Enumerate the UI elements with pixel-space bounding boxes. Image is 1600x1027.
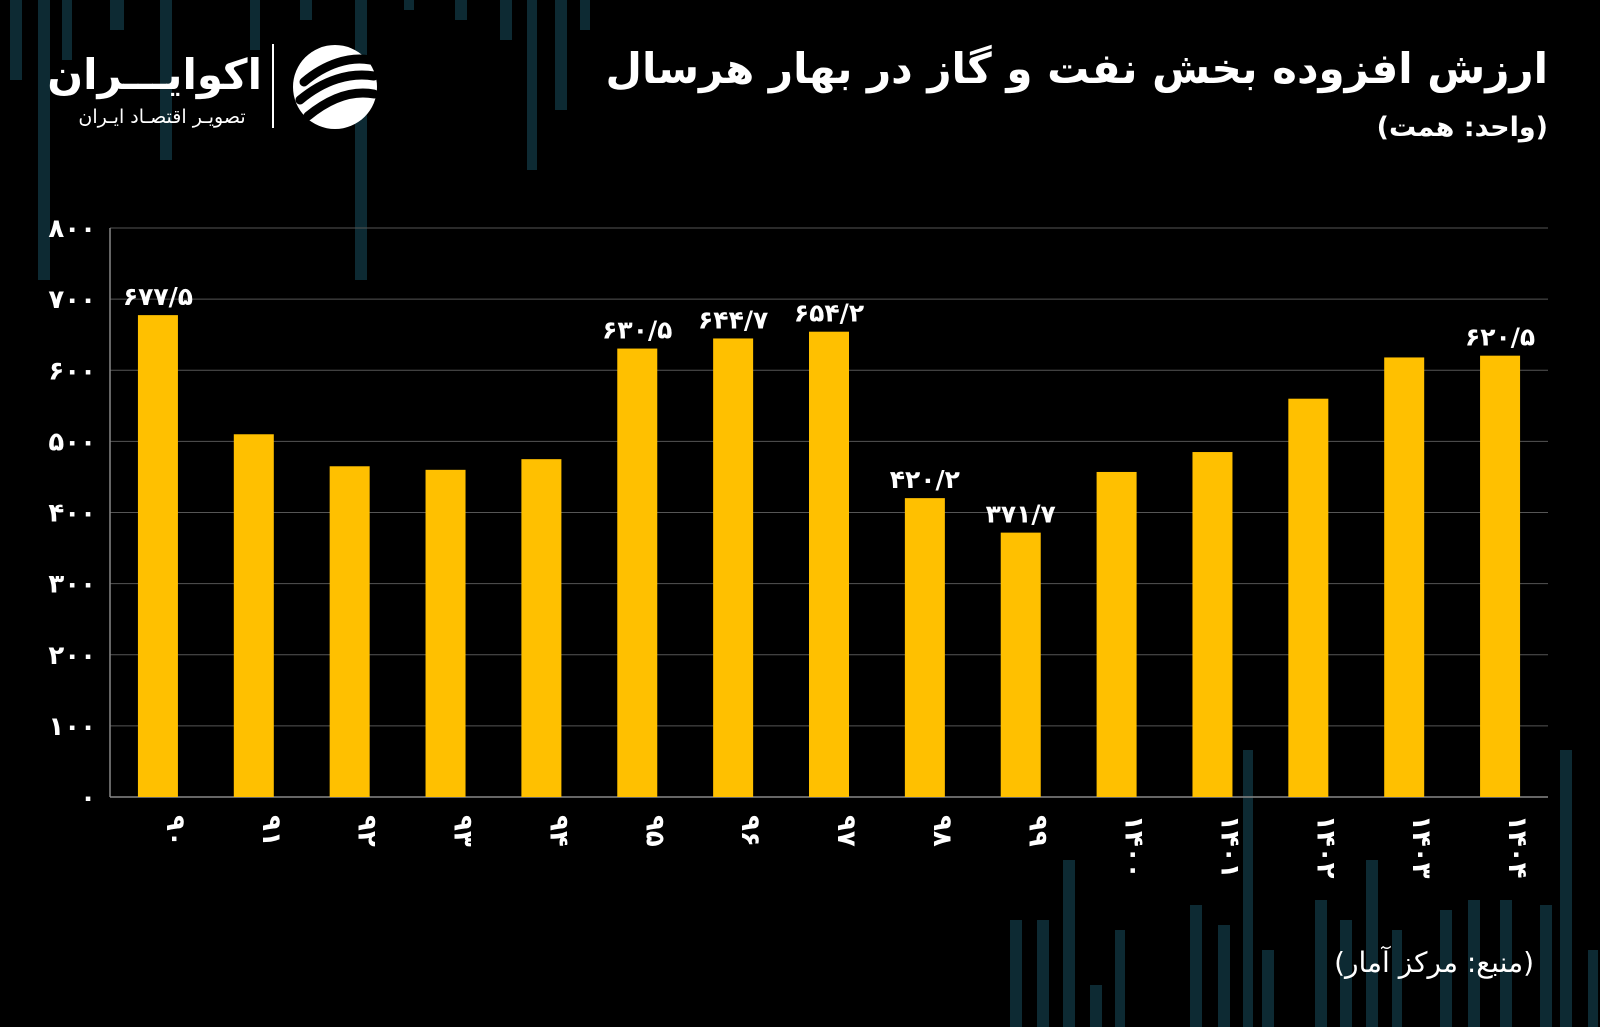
decorative-stripe [555, 0, 567, 110]
logo-name: اکوایـــران [47, 50, 262, 99]
bar [617, 348, 658, 797]
decorative-stripe [1010, 920, 1022, 1027]
decorative-stripe [110, 0, 124, 30]
bar [329, 466, 370, 797]
decorative-stripe [250, 0, 260, 50]
decorative-stripe [1190, 905, 1202, 1027]
decorative-stripe [300, 0, 312, 20]
data-label: ۳۷۱/۷ [986, 500, 1056, 529]
data-label: ۶۴۴/۷ [698, 305, 768, 334]
logo-tagline: تصویـر اقتصـاد ایـران [78, 106, 246, 128]
logo-divider [272, 44, 274, 128]
bar [1192, 452, 1233, 797]
decorative-stripe [1243, 750, 1253, 1027]
x-tick-label: ۱۴۰۱ [1214, 815, 1244, 878]
decorative-stripe [1392, 930, 1402, 1027]
decorative-stripe [1560, 750, 1572, 1027]
decorative-stripe [1588, 950, 1598, 1027]
decorative-stripe [160, 0, 172, 160]
data-label: ۴۲۰/۲ [890, 465, 960, 494]
decorative-stripe [1540, 905, 1552, 1027]
x-tick-label: ۹۱ [256, 815, 286, 847]
y-tick-label: ۷۰۰ [48, 285, 96, 315]
y-tick-label: ۲۰۰ [48, 641, 96, 671]
decorative-stripe [10, 0, 22, 80]
data-label: ۶۷۷/۵ [123, 282, 193, 311]
decorative-stripe [1037, 920, 1049, 1027]
decorative-stripe [404, 0, 414, 10]
x-tick-label: ۹۶ [735, 815, 765, 847]
source-label: (منبع: مرکز آمار) [1334, 946, 1534, 979]
bar [1480, 355, 1521, 797]
decorative-stripe [1218, 925, 1230, 1027]
bar [1288, 398, 1329, 797]
decorative-stripe [1500, 900, 1512, 1027]
decorative-stripe [1468, 900, 1480, 1027]
y-tick-label: ۶۰۰ [48, 356, 96, 386]
x-tick-label: ۹۷ [831, 815, 861, 847]
decorative-stripe [455, 0, 467, 20]
decorative-stripe [527, 0, 537, 170]
x-tick-label: ۹۹ [1023, 815, 1053, 847]
decorative-stripe [1340, 920, 1352, 1027]
bar [713, 338, 754, 797]
decorative-stripe [38, 0, 50, 280]
x-tick-label: ۹۳ [448, 815, 478, 847]
x-tick-label: ۹۴ [543, 815, 573, 847]
x-tick-label: ۹۰ [160, 815, 190, 847]
bar [1000, 532, 1041, 797]
unit-label: (واحد: همت) [1376, 112, 1548, 143]
y-tick-label: ۱۰۰ [48, 712, 96, 742]
bar [904, 498, 945, 797]
decorative-stripe [1440, 910, 1452, 1027]
data-label: ۶۵۴/۲ [794, 299, 864, 328]
y-tick-label: ۴۰۰ [48, 499, 96, 529]
x-tick-label: ۱۴۰۴ [1502, 815, 1532, 878]
decorative-stripe [1262, 950, 1274, 1027]
data-label: ۶۲۰/۵ [1465, 323, 1535, 352]
data-label: ۶۳۰/۵ [602, 316, 672, 345]
decorative-stripe [1315, 900, 1327, 1027]
x-tick-label: ۱۴۰۳ [1406, 815, 1436, 879]
bar [1384, 357, 1425, 797]
x-tick-label: ۹۲ [352, 815, 382, 847]
decorative-stripe [580, 0, 590, 30]
decorative-stripe [1090, 985, 1102, 1027]
ecoiran-logo-icon [293, 45, 379, 129]
decorative-stripe [500, 0, 512, 40]
x-tick-label: ۱۴۰۲ [1310, 815, 1340, 879]
logo: اکوایـــران تصویـر اقتصـاد ایـران [47, 36, 388, 136]
y-tick-label: ۸۰۰ [48, 214, 96, 244]
y-tick-label: ۳۰۰ [48, 570, 96, 600]
x-tick-label: ۱۴۰۰ [1119, 815, 1149, 878]
x-tick-label: ۹۸ [927, 815, 957, 847]
decorative-stripe [1366, 860, 1378, 1027]
decorative-stripe [1115, 930, 1125, 1027]
y-tick-label: ۰ [80, 783, 96, 813]
bar [233, 434, 274, 797]
bar [521, 459, 562, 797]
bar [1096, 471, 1137, 797]
decorative-stripe [1063, 860, 1075, 1027]
bar [809, 331, 849, 797]
bar [425, 469, 466, 797]
decorative-stripe [62, 0, 72, 60]
chart-title: ارزش افزوده بخش نفت و گاز در بهار هرسال [605, 44, 1548, 93]
bar [137, 315, 178, 797]
x-tick-label: ۹۵ [639, 815, 669, 847]
y-tick-label: ۵۰۰ [48, 427, 96, 457]
